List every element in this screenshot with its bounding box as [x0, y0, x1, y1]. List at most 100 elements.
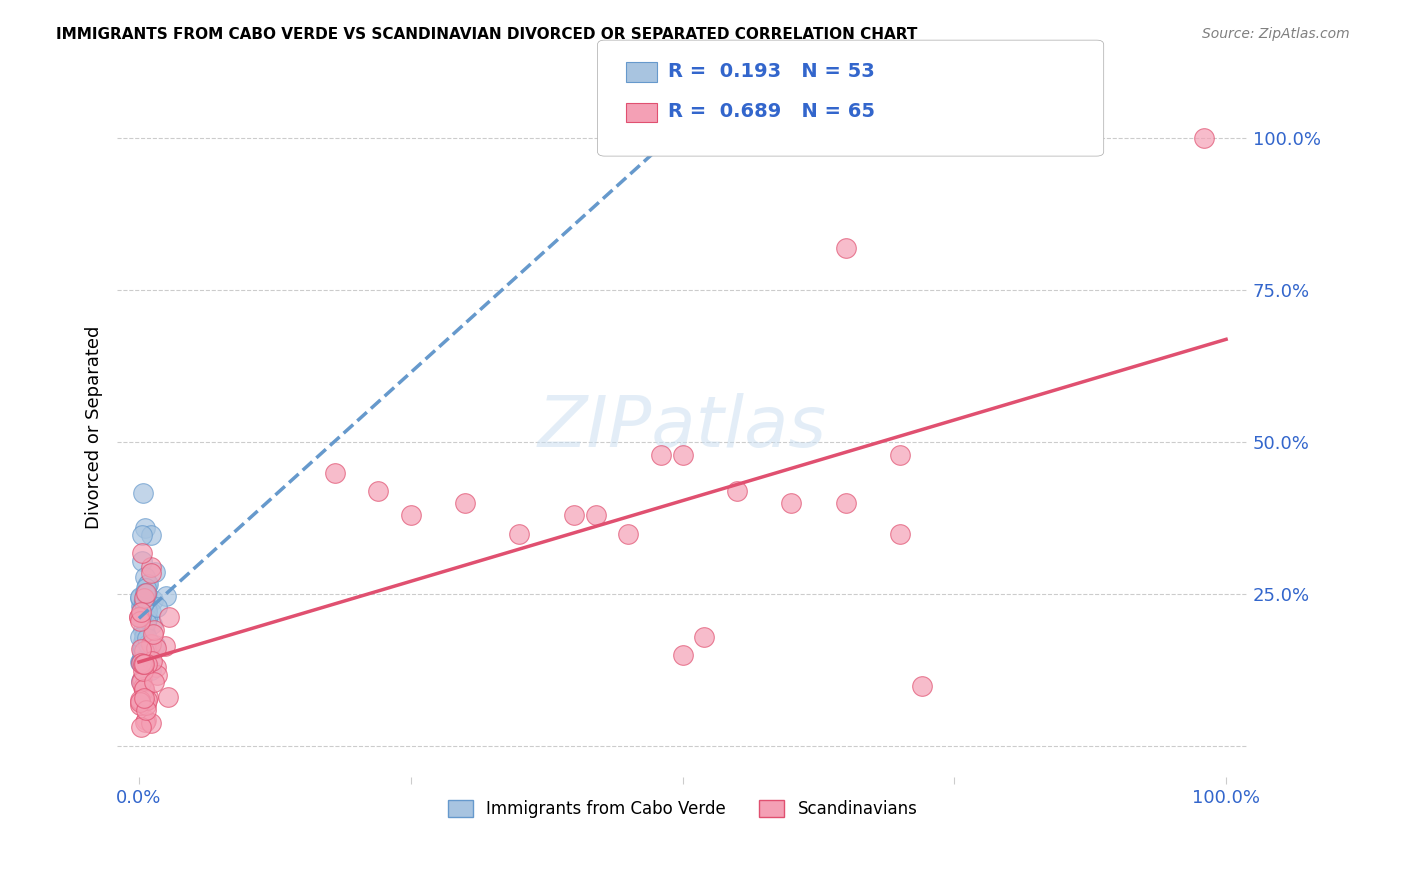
Point: [131, 609, 153, 624]
Point: [139, 606, 162, 620]
Point: [135, 599, 157, 614]
Point: [141, 559, 163, 574]
Point: [131, 611, 153, 625]
Point: [129, 655, 152, 669]
Point: [131, 654, 153, 668]
Text: ZIPatlas: ZIPatlas: [538, 392, 827, 462]
Point: [135, 702, 157, 716]
Point: [135, 588, 157, 602]
Point: [1194, 131, 1216, 145]
Point: [136, 632, 159, 646]
Point: [128, 591, 150, 605]
Point: [142, 675, 165, 690]
Point: [146, 600, 169, 615]
Point: [143, 566, 166, 580]
Point: [134, 589, 156, 603]
Point: [145, 660, 167, 674]
Point: [141, 654, 163, 668]
Point: [889, 448, 911, 462]
Point: [128, 614, 150, 628]
Point: [128, 698, 150, 713]
Point: [145, 641, 167, 656]
Text: R =  0.689   N = 65: R = 0.689 N = 65: [668, 102, 875, 121]
Point: [136, 637, 159, 651]
Point: [157, 690, 180, 704]
Point: [129, 642, 152, 657]
Point: [134, 521, 156, 535]
Point: [671, 648, 693, 663]
Point: [132, 681, 155, 696]
Point: [562, 508, 585, 523]
Y-axis label: Divorced or Separated: Divorced or Separated: [86, 326, 103, 529]
Point: [135, 612, 157, 626]
Point: [157, 609, 180, 624]
Point: [650, 448, 672, 462]
Point: [135, 578, 157, 592]
Point: [132, 630, 155, 644]
Point: [132, 681, 155, 696]
Text: IMMIGRANTS FROM CABO VERDE VS SCANDINAVIAN DIVORCED OR SEPARATED CORRELATION CHA: IMMIGRANTS FROM CABO VERDE VS SCANDINAVI…: [56, 27, 918, 42]
Point: [780, 496, 803, 510]
Point: [454, 496, 477, 510]
Point: [399, 508, 422, 523]
Point: [134, 691, 156, 706]
Point: [141, 617, 163, 632]
Point: [132, 591, 155, 605]
Point: [135, 657, 157, 671]
Point: [131, 554, 153, 568]
Point: [671, 448, 693, 462]
Point: [131, 657, 153, 671]
Point: [135, 714, 157, 728]
Point: [834, 241, 856, 255]
Point: [135, 586, 157, 600]
Point: [367, 483, 389, 498]
Point: [693, 630, 716, 644]
Point: [911, 679, 934, 693]
Point: [323, 466, 346, 480]
Point: [128, 695, 150, 709]
Point: [134, 626, 156, 640]
Point: [131, 546, 153, 560]
Point: [585, 508, 607, 523]
Point: [129, 675, 152, 690]
Point: [131, 646, 153, 660]
Point: [131, 673, 153, 687]
Point: [129, 674, 152, 689]
Point: [129, 720, 152, 734]
Point: [132, 640, 155, 655]
Point: [136, 577, 159, 591]
Point: [142, 592, 165, 607]
Point: [132, 696, 155, 710]
Point: [142, 627, 165, 641]
Point: [146, 668, 169, 682]
Point: [141, 664, 163, 678]
Point: [135, 692, 157, 706]
Point: [617, 526, 640, 541]
Point: [141, 527, 163, 541]
Point: [889, 526, 911, 541]
Point: [134, 715, 156, 730]
Legend: Immigrants from Cabo Verde, Scandinavians: Immigrants from Cabo Verde, Scandinavian…: [441, 793, 924, 824]
Point: [129, 630, 152, 644]
Point: [135, 698, 157, 712]
Point: [139, 566, 162, 581]
Point: [139, 637, 162, 651]
Point: [132, 665, 155, 679]
Point: [134, 657, 156, 671]
Point: [132, 594, 155, 608]
Point: [131, 634, 153, 648]
Point: [131, 601, 153, 615]
Point: [134, 595, 156, 609]
Point: [138, 690, 160, 704]
Text: Source: ZipAtlas.com: Source: ZipAtlas.com: [1202, 27, 1350, 41]
Point: [834, 496, 856, 510]
Point: [725, 483, 748, 498]
Point: [131, 623, 153, 637]
Point: [136, 599, 159, 614]
Point: [131, 656, 153, 670]
Point: [143, 638, 166, 652]
Point: [129, 655, 152, 669]
Point: [508, 526, 530, 541]
Point: [135, 604, 157, 618]
Point: [128, 610, 150, 624]
